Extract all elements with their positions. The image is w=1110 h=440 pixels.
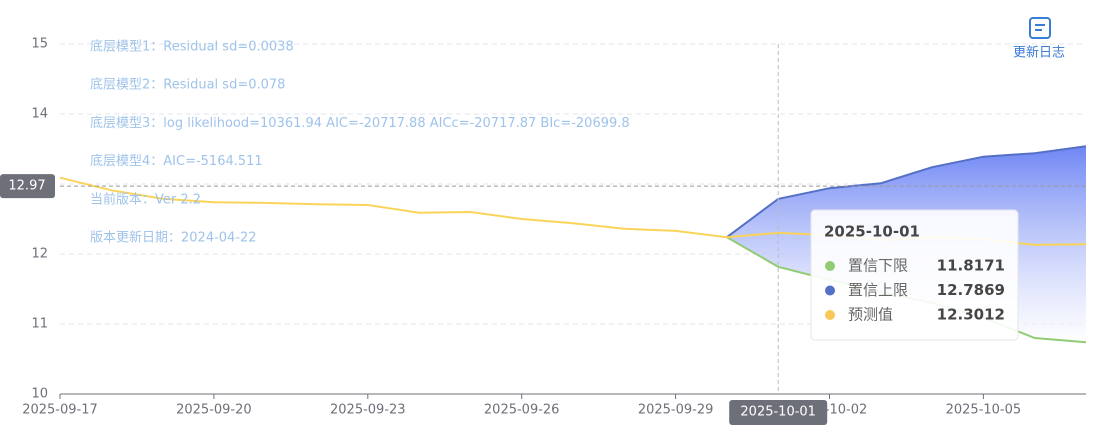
y-tick-label: 15 [31, 37, 48, 52]
tooltip-value: 12.3012 [937, 306, 1005, 324]
x-tick-label: 2025-09-23 [330, 403, 406, 418]
y-tick-label: 14 [31, 107, 48, 122]
series-line [726, 145, 1087, 239]
crosshair-y-box [0, 174, 55, 199]
tooltip-dot [825, 261, 835, 271]
annotation: 版本更新日期：2024-04-22 [90, 230, 257, 246]
annotation: 底层模型4：AIC=-5164.511 [90, 153, 263, 169]
tooltip-title: 2025-10-01 [824, 223, 920, 241]
x-tick-label: 2025-09-20 [176, 403, 252, 418]
crosshair-x-label: 2025-10-01 [740, 405, 816, 420]
y-tick-label: 10 [31, 387, 48, 402]
x-tick-label: 2025-09-29 [638, 403, 714, 418]
tooltip-dot [825, 310, 835, 320]
update-log-label[interactable]: 更新日志 [1013, 45, 1065, 61]
tooltip-value: 11.8171 [937, 257, 1005, 275]
x-tick-label: 2025-10-05 [946, 403, 1022, 418]
update-log-button[interactable]: 更新日志 [1013, 17, 1065, 61]
y-tick-label: 12 [31, 247, 48, 262]
tooltip-dot [825, 285, 835, 296]
tooltip [810, 209, 1019, 341]
x-tick-label: 2025-09-26 [484, 403, 560, 418]
annotation: 当前版本：Ver 2.2 [90, 191, 201, 207]
x-tick-label: 2025-09-17 [22, 403, 98, 418]
annotation: 底层模型3：log likelihood=10361.94 AIC=-20717… [90, 115, 630, 131]
tooltip-value: 12.7869 [937, 281, 1005, 299]
tooltip-name: 置信下限 [848, 257, 908, 275]
tooltip-name: 预测值 [848, 306, 893, 324]
crosshair-y-label: 12.97 [8, 179, 45, 194]
crosshair-x-box [729, 400, 828, 425]
annotation: 底层模型1：Residual sd=0.0038 [90, 39, 294, 55]
tooltip-name: 置信上限 [848, 281, 908, 299]
annotation: 底层模型2：Residual sd=0.078 [90, 77, 285, 93]
y-tick-label: 11 [31, 317, 48, 332]
update-log-icon [1029, 17, 1051, 39]
